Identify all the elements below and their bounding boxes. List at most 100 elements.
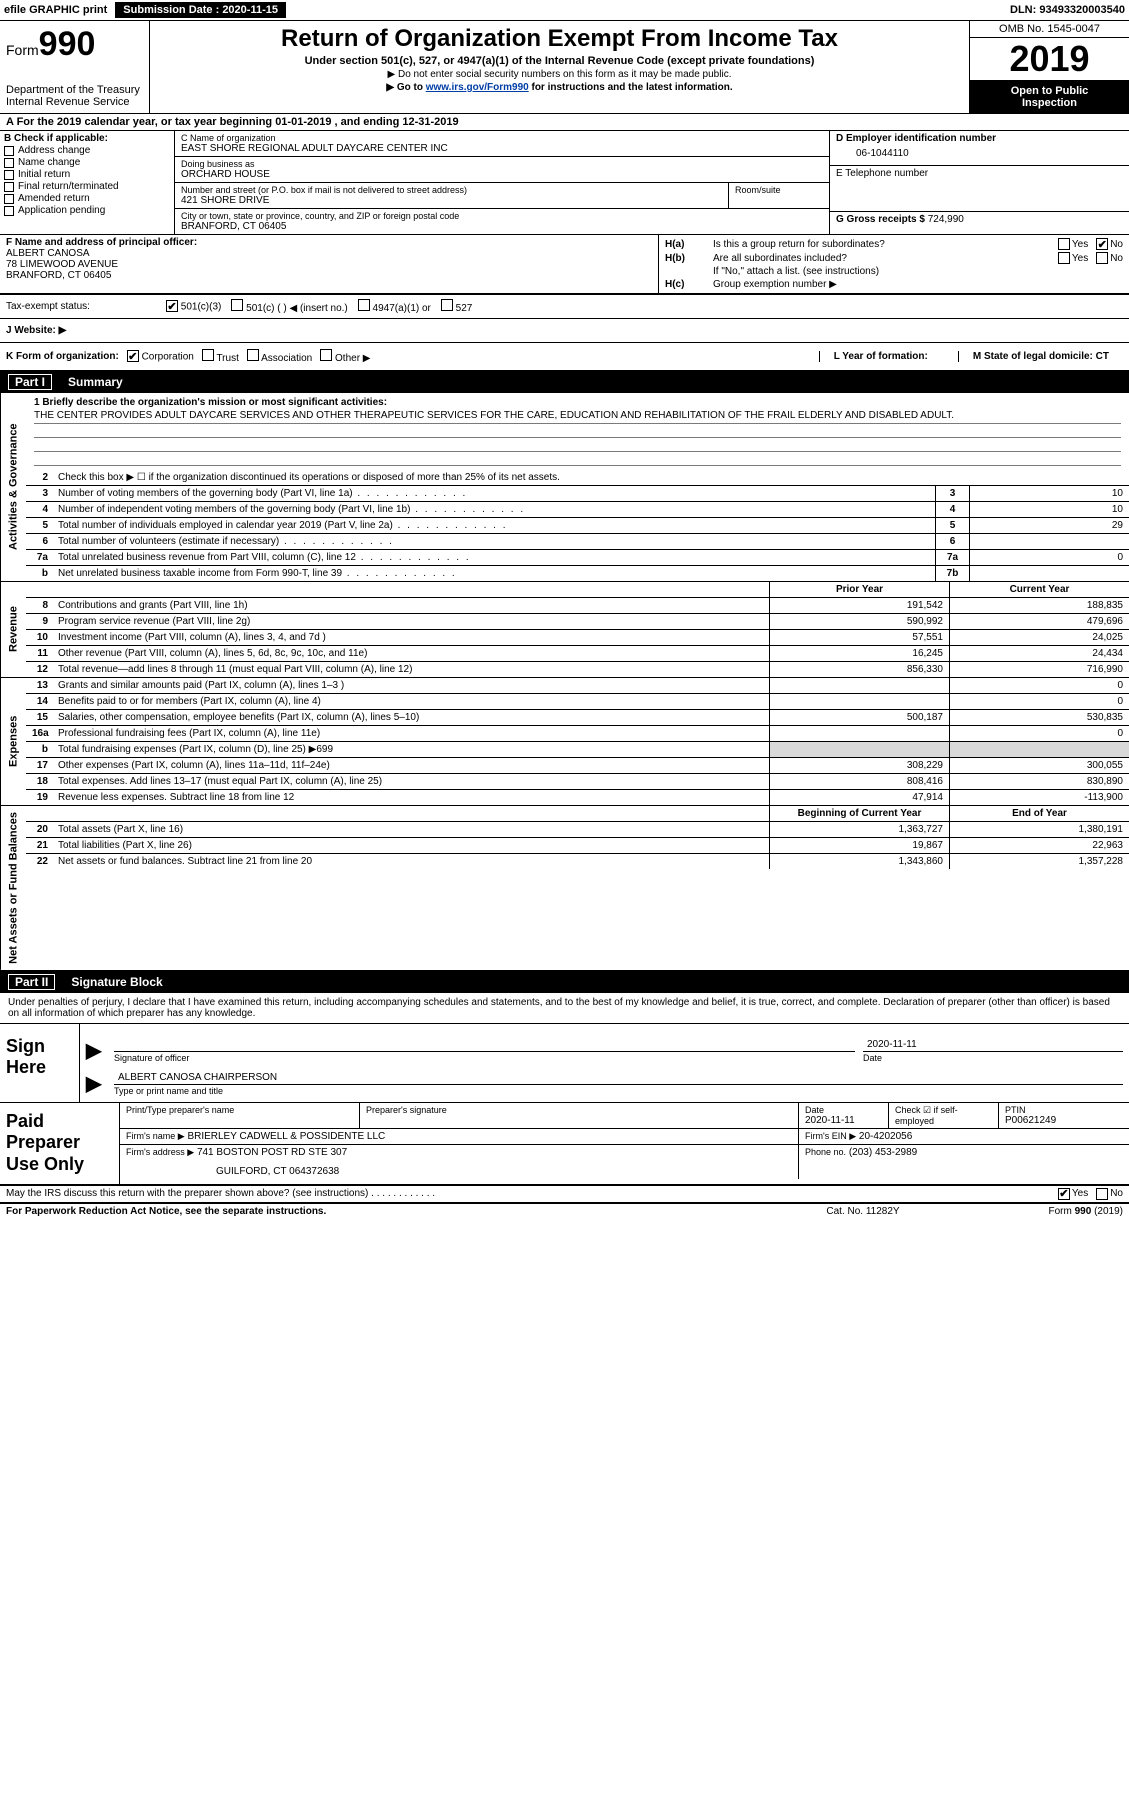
line-21: 21Total liabilities (Part X, line 26)19,… [26,837,1129,853]
firm-ein-label: Firm's EIN ▶ [805,1131,856,1141]
prep-name-cell: Print/Type preparer's name [120,1103,360,1128]
tax-year: 2019 [970,38,1129,81]
line-12: 12Total revenue—add lines 8 through 11 (… [26,661,1129,677]
line-no: 9 [26,614,54,629]
chk-label: Address change [18,145,90,156]
check-b-label: B Check if applicable: [4,133,170,144]
line-box: 3 [935,486,969,501]
gross-label: G Gross receipts $ [836,214,925,225]
dln-label: DLN: 93493320003540 [1010,4,1125,16]
line-py: 1,363,727 [769,822,949,837]
line-cy: 22,963 [949,838,1129,853]
chk-address-change[interactable]: Address change [4,145,170,156]
chk-amended[interactable]: Amended return [4,193,170,204]
firm-addr-cell: Firm's address ▶ 741 BOSTON POST RD STE … [120,1145,799,1179]
line-desc: Investment income (Part VIII, column (A)… [54,630,769,645]
checkbox-icon [4,194,14,204]
chk-label: Amended return [18,193,90,204]
opt-label: 4947(a)(1) or [373,303,431,314]
rev-head: Prior Year Current Year [26,582,1129,597]
line-desc: Program service revenue (Part VIII, line… [54,614,769,629]
open-to-public: Open to Public Inspection [970,81,1129,113]
chk-app-pending[interactable]: Application pending [4,205,170,216]
chk-label: Final return/terminated [18,181,119,192]
line-desc: Other expenses (Part IX, column (A), lin… [54,758,769,773]
ein-value: 06-1044110 [836,144,1123,163]
line-16a: 16aProfessional fundraising fees (Part I… [26,725,1129,741]
line-15: 15Salaries, other compensation, employee… [26,709,1129,725]
discuss-no[interactable]: No [1096,1188,1123,1200]
checkbox-icon [4,158,14,168]
h-b-row: H(b) Are all subordinates included? Yes … [665,251,1123,265]
line-cy: 830,890 [949,774,1129,789]
tax-4947[interactable]: 4947(a)(1) or [358,299,431,314]
line-desc: Total fundraising expenses (Part IX, col… [54,742,769,757]
h-b-yes[interactable]: Yes [1058,252,1088,264]
chk-initial-return[interactable]: Initial return [4,169,170,180]
chk-name-change[interactable]: Name change [4,157,170,168]
line-desc: Other revenue (Part VIII, column (A), li… [54,646,769,661]
h-a-lead: H(a) [665,239,701,250]
checkbox-icon [1096,1188,1108,1200]
line-cy: 0 [949,726,1129,741]
org-name-cell: C Name of organization EAST SHORE REGION… [175,131,829,157]
room-label: Room/suite [735,185,823,195]
tax-501c[interactable]: 501(c) ( ) ◀ (insert no.) [231,299,347,314]
line-22: 22Net assets or fund balances. Subtract … [26,853,1129,869]
line-no: 18 [26,774,54,789]
head-spacer [26,582,769,597]
line-no: 13 [26,678,54,693]
head-begin-year: Beginning of Current Year [769,806,949,821]
k-corp[interactable]: Corporation [127,350,194,363]
line-no: 4 [26,502,54,517]
header-center: Return of Organization Exempt From Incom… [150,21,969,113]
submission-date-button[interactable]: Submission Date : 2020-11-15 [115,2,286,18]
k-other[interactable]: Other ▶ [320,349,370,364]
tax-501c3[interactable]: 501(c)(3) [166,300,221,313]
gross-cell: G Gross receipts $ 724,990 [830,212,1129,227]
line-no: 5 [26,518,54,533]
line-desc: Number of voting members of the governin… [54,486,935,501]
k-l-m-row: K Form of organization: Corporation Trus… [0,343,1129,371]
line-no: 19 [26,790,54,805]
line-py: 191,542 [769,598,949,613]
form-title: Return of Organization Exempt From Incom… [160,25,959,53]
h-block: H(a) Is this a group return for subordin… [659,235,1129,293]
phone-cell: E Telephone number [830,166,1129,212]
line-desc: Grants and similar amounts paid (Part IX… [54,678,769,693]
expenses-section: Expenses 13Grants and similar amounts pa… [0,678,1129,806]
k-trust[interactable]: Trust [202,349,239,364]
h-a-yes[interactable]: Yes [1058,238,1088,250]
h-b-yesno: Yes No [1058,252,1123,264]
line-no: 21 [26,838,54,853]
arrow-icon: ▶ [86,1071,106,1096]
sig-date-label: Date [863,1051,1123,1063]
chk-final-return[interactable]: Final return/terminated [4,181,170,192]
h-b-no[interactable]: No [1096,252,1123,264]
firm-name-label: Firm's name ▶ [126,1131,185,1141]
dba-label: Doing business as [181,159,823,169]
h-a-row: H(a) Is this a group return for subordin… [665,237,1123,251]
line-py: 856,330 [769,662,949,677]
form-header: Form990 Department of the Treasury Inter… [0,21,1129,114]
firm-ein-cell: Firm's EIN ▶ 20-4202056 [799,1129,1129,1144]
prep-sig-cell: Preparer's signature [360,1103,799,1128]
line-desc: Total revenue—add lines 8 through 11 (mu… [54,662,769,677]
gross-value: 724,990 [928,214,964,225]
paid-preparer-right: Print/Type preparer's name Preparer's si… [120,1103,1129,1184]
prep-date-value: 2020-11-11 [805,1115,882,1126]
line-no: 14 [26,694,54,709]
k-assoc[interactable]: Association [247,349,312,364]
checkbox-icon [1058,238,1070,250]
line-no: 16a [26,726,54,741]
checkbox-checked-icon [1096,238,1108,250]
checkbox-icon [1096,252,1108,264]
firm-phone-value: (203) 453-2989 [849,1147,917,1158]
irs-link[interactable]: www.irs.gov/Form990 [426,82,529,93]
firm-addr-value2: GUILFORD, CT 064372638 [126,1158,792,1177]
line-8: 8Contributions and grants (Part VIII, li… [26,597,1129,613]
note-ssn: ▶ Do not enter social security numbers o… [160,69,959,80]
tax-527[interactable]: 527 [441,299,472,314]
discuss-yes[interactable]: Yes [1058,1188,1088,1200]
h-a-no[interactable]: No [1096,238,1123,250]
